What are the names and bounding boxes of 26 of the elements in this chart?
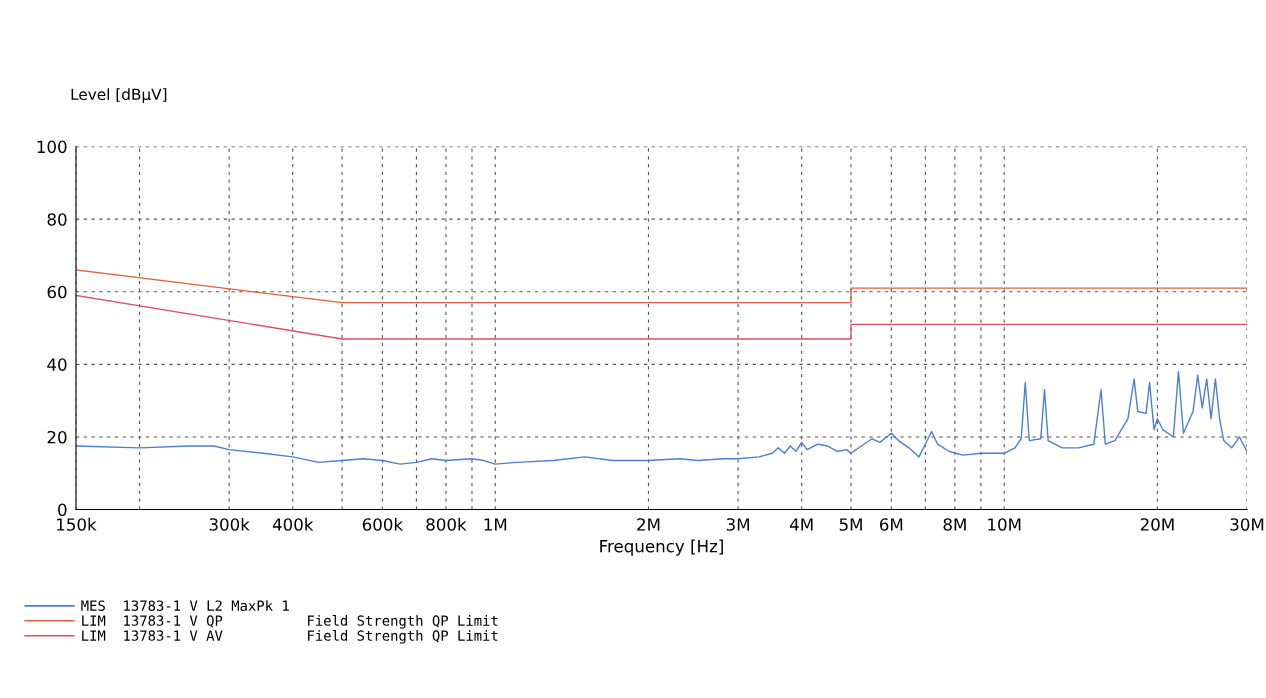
- legend-label: LIM 13783-1 V QP Field Strength QP Limit: [82, 615, 498, 629]
- x-tick-label: 4M: [789, 518, 813, 531]
- x-tick-label: 30M: [1230, 518, 1264, 531]
- x-tick-label: 6M: [879, 518, 903, 531]
- y-tick-label: 0: [58, 503, 67, 517]
- x-tick-label: 600k: [362, 517, 404, 531]
- x-tick-label: 8M: [943, 518, 966, 531]
- x-tick-label: 400k: [272, 517, 314, 531]
- legend-label: LIM 13783-1 V AV Field Strength QP Limit: [82, 630, 498, 644]
- x-axis-title: Frequency [Hz]: [600, 539, 723, 556]
- x-tick-label: 20M: [1140, 518, 1174, 531]
- y-tick-label: 40: [47, 358, 67, 371]
- x-tick-label: 10M: [988, 518, 1021, 531]
- x-tick-label: 300k: [209, 517, 250, 531]
- x-tick-label: 800k: [426, 517, 467, 531]
- x-tick-label: 3M: [726, 518, 749, 531]
- legend-label: MES 13783-1 V L2 MaxPk 1: [81, 600, 289, 611]
- y-tick-label: 60: [47, 285, 67, 299]
- y-tick-label: 100: [37, 140, 67, 154]
- x-tick-label: 150k: [57, 517, 97, 531]
- x-tick-label: 1M: [484, 518, 507, 531]
- x-tick-label: 2M: [637, 518, 660, 531]
- x-tick-label: 5M: [839, 518, 862, 531]
- y-axis-title: Level [dBµV]: [71, 88, 167, 104]
- y-tick-label: 20: [47, 430, 67, 444]
- y-tick-label: 80: [47, 213, 67, 226]
